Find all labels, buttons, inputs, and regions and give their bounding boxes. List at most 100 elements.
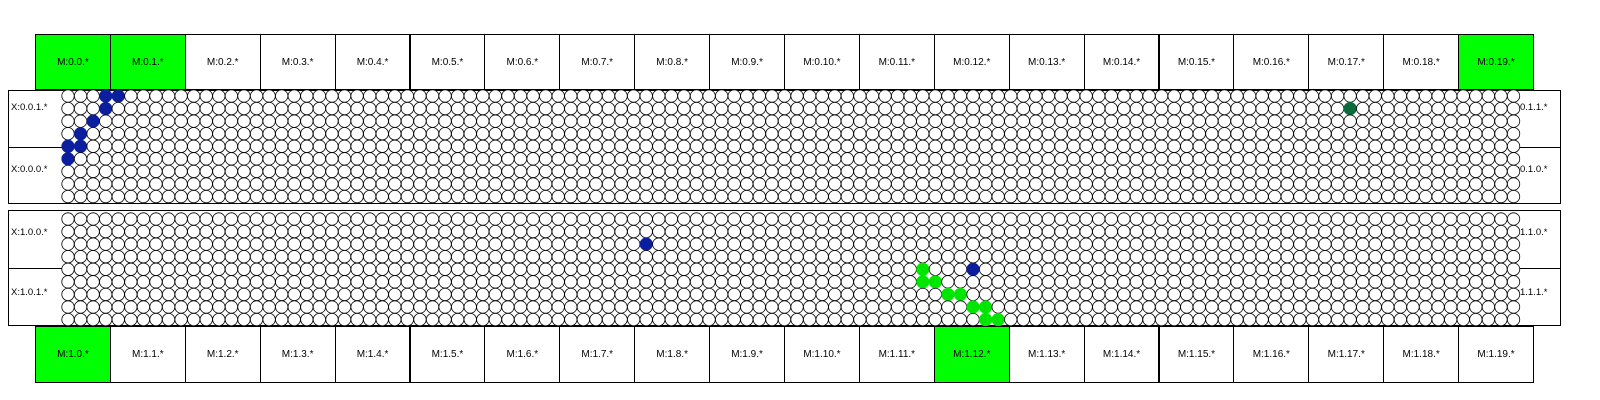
node-empty: [865, 237, 880, 251]
node-empty: [1016, 237, 1030, 251]
node-empty: [1406, 275, 1420, 289]
node-empty: [1016, 275, 1030, 289]
node-empty: [149, 224, 163, 239]
node-empty: [551, 300, 565, 314]
node-empty: [413, 212, 427, 226]
node-empty: [1481, 275, 1496, 289]
node-blue: [639, 237, 653, 251]
node-empty: [1431, 300, 1445, 314]
node-empty: [752, 262, 766, 276]
node-empty: [1067, 312, 1081, 327]
node-empty: [488, 250, 502, 264]
node-empty: [840, 287, 854, 302]
node-empty: [576, 262, 590, 276]
node-empty: [161, 287, 176, 302]
node-empty: [375, 212, 389, 226]
node-empty: [1469, 212, 1483, 226]
node-empty: [1280, 275, 1294, 289]
node-empty: [1067, 250, 1081, 264]
node-empty: [853, 262, 867, 276]
node-empty: [564, 224, 578, 239]
node-empty: [451, 224, 465, 239]
node-empty: [539, 300, 553, 314]
node-empty: [1431, 224, 1445, 239]
node-empty: [903, 275, 917, 289]
node-empty: [275, 275, 289, 289]
node-empty: [1142, 300, 1156, 314]
bottom-modules-cell: M:1.16.*: [1233, 326, 1310, 383]
node-empty: [614, 212, 628, 226]
node-empty: [891, 262, 905, 276]
node-empty: [828, 262, 842, 276]
node-empty: [614, 224, 628, 239]
node-empty: [677, 262, 691, 276]
top-modules-cell: M:0.12.*: [933, 34, 1010, 90]
node-empty: [224, 250, 239, 264]
node-empty: [1293, 237, 1307, 251]
node-empty: [702, 212, 716, 226]
node-empty: [979, 250, 993, 264]
node-empty: [1129, 212, 1144, 226]
node-empty: [501, 262, 515, 276]
node-empty: [1004, 224, 1018, 239]
node-empty: [501, 250, 515, 264]
node-empty: [1393, 300, 1408, 314]
node-empty: [262, 224, 276, 239]
node-empty: [1469, 300, 1483, 314]
node-empty: [891, 224, 905, 239]
node-empty: [1305, 300, 1320, 314]
node-empty: [991, 224, 1005, 239]
node-empty: [878, 312, 892, 327]
node-empty: [903, 212, 917, 226]
node-empty: [664, 287, 678, 302]
node-empty: [928, 212, 942, 226]
node-empty: [463, 300, 477, 314]
node-empty: [564, 275, 578, 289]
node-empty: [1167, 287, 1181, 302]
node-empty: [86, 224, 100, 239]
node-empty: [1268, 224, 1282, 239]
node-empty: [1192, 312, 1206, 327]
node-empty: [438, 262, 452, 276]
node-empty: [828, 212, 842, 226]
node-empty: [375, 250, 389, 264]
node-empty: [1330, 300, 1345, 314]
node-empty: [413, 250, 427, 264]
node-empty: [639, 250, 653, 264]
node-empty: [614, 237, 628, 251]
node-empty: [212, 312, 226, 327]
node-empty: [199, 275, 213, 289]
node-empty: [249, 275, 264, 289]
node-empty: [73, 262, 88, 276]
bottom-right-label-0: X:1.1.0.*: [1511, 226, 1548, 238]
node-empty: [1230, 250, 1244, 264]
node-empty: [1092, 300, 1106, 314]
node-empty: [1356, 212, 1370, 226]
node-empty: [187, 224, 201, 239]
node-empty: [891, 312, 905, 327]
node-empty: [652, 312, 666, 327]
node-empty: [501, 237, 515, 251]
node-empty: [451, 262, 465, 276]
node-empty: [287, 212, 301, 226]
node-empty: [1242, 212, 1257, 226]
node-empty: [777, 262, 792, 276]
node-empty: [1230, 287, 1244, 302]
node-empty: [400, 237, 414, 251]
node-empty: [1293, 287, 1307, 302]
node-empty: [350, 312, 364, 327]
node-empty: [513, 275, 528, 289]
node-empty: [828, 275, 842, 289]
node-empty: [224, 287, 239, 302]
node-empty: [539, 262, 553, 276]
node-empty: [941, 250, 955, 264]
node-empty: [1494, 275, 1508, 289]
node-empty: [413, 300, 427, 314]
node-empty: [237, 275, 251, 289]
node-empty: [388, 300, 402, 314]
node-empty: [337, 224, 352, 239]
node-empty: [111, 262, 125, 276]
node-empty: [1456, 312, 1470, 327]
node-empty: [174, 287, 188, 302]
node-empty: [1142, 212, 1156, 226]
